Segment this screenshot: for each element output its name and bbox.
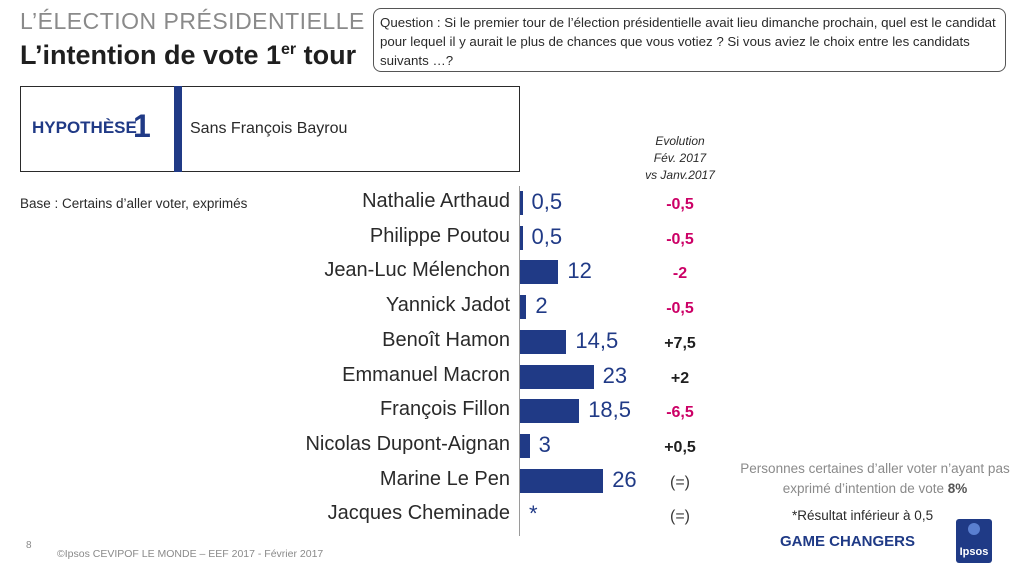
candidate-label: Marine Le Pen — [379, 467, 510, 490]
hypothesis-number: 1 — [133, 108, 151, 144]
hypothesis-label: HYPOTHÈSE — [32, 118, 137, 137]
data-label: 3 — [538, 431, 551, 457]
candidate-label: Jacques Cheminade — [327, 502, 510, 525]
brand-slogan: GAME CHANGERS — [780, 533, 916, 550]
data-label: 12 — [567, 258, 592, 284]
supertitle: L’ÉLECTION PRÉSIDENTIELLE — [20, 8, 365, 34]
footnote: *Résultat inférieur à 0,5 — [792, 508, 934, 523]
candidate-label: François Fillon — [379, 398, 510, 421]
data-label: 18,5 — [588, 397, 632, 423]
evolution-value: -0,5 — [666, 230, 694, 248]
evolution-header-line: Evolution — [655, 134, 705, 148]
data-label: 0,5 — [531, 189, 563, 214]
bar — [520, 191, 523, 215]
page-title: L’intention de vote 1er tour — [20, 40, 356, 71]
candidate-label: Yannick Jadot — [385, 294, 510, 317]
note-text: Personnes certaines d’aller voter n’ayan… — [740, 461, 1010, 496]
bar — [520, 295, 527, 320]
title-main: L’intention de vote 1 — [20, 40, 282, 70]
evolution-value: -0,5 — [666, 196, 694, 213]
ipsos-logo: Ipsos — [956, 519, 992, 563]
hypothesis-divider — [174, 86, 182, 172]
candidate-label: Jean-Luc Mélenchon — [324, 259, 510, 282]
bar — [520, 433, 530, 458]
logo-dot-icon — [968, 523, 980, 535]
source-text: ©Ipsos CEVIPOF LE MONDE – EEF 2017 - Fév… — [57, 548, 324, 560]
bar — [520, 225, 523, 250]
data-label: 23 — [602, 362, 628, 388]
bar — [520, 260, 559, 285]
data-label: 26 — [612, 466, 637, 492]
data-label: * — [529, 501, 538, 527]
logo-text: Ipsos — [959, 546, 989, 558]
base-text: Base : Certains d’aller voter, exprimés — [20, 196, 248, 211]
bar — [520, 329, 567, 354]
evolution-value: (=) — [670, 473, 690, 491]
title-superscript: er — [281, 41, 297, 58]
evolution-value: -6,5 — [666, 404, 694, 422]
chart-axis-line — [519, 186, 520, 536]
evolution-header: Evolution Fév. 2017 vs Janv.2017 — [630, 133, 730, 184]
evolution-value: -0,5 — [666, 300, 694, 318]
data-label: 2 — [535, 293, 548, 319]
data-label: 14,5 — [575, 327, 619, 353]
candidate-label: Emmanuel Macron — [342, 363, 510, 386]
evolution-value: +7,5 — [664, 334, 696, 352]
hypothesis-description: Sans François Bayrou — [190, 120, 348, 137]
evolution-header-line: Fév. 2017 — [653, 151, 707, 165]
question-box: Question : Si le premier tour de l’élect… — [373, 8, 1006, 72]
candidate-label: Philippe Poutou — [369, 224, 510, 247]
evolution-header-line: vs Janv.2017 — [645, 168, 715, 182]
bar — [520, 468, 604, 493]
candidate-label: Nathalie Arthaud — [362, 190, 510, 212]
evolution-value: +0,5 — [664, 438, 696, 456]
bar — [520, 399, 580, 424]
evolution-value: (=) — [670, 508, 690, 526]
data-label: 0,5 — [531, 223, 563, 249]
page-number: 8 — [26, 540, 32, 551]
candidate-label: Nicolas Dupont-Aignan — [305, 432, 510, 455]
title-end: tour — [296, 40, 357, 70]
non-expressed-note: Personnes certaines d’aller voter n’ayan… — [740, 459, 1010, 499]
note-value: 8% — [947, 481, 968, 496]
bar — [520, 364, 594, 389]
hypothesis-box — [20, 86, 520, 172]
evolution-value: -2 — [672, 265, 688, 283]
candidate-label: Benoît Hamon — [382, 328, 510, 351]
evolution-value: +2 — [670, 369, 690, 387]
